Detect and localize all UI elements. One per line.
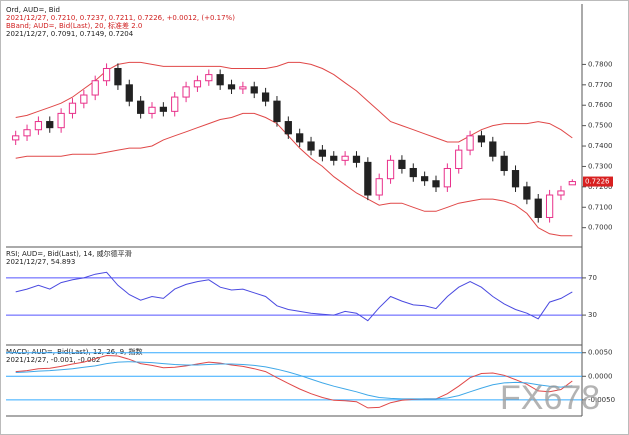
candle-body: [398, 159, 406, 169]
y-tick-label: 0.7600: [588, 101, 613, 109]
candle-body: [330, 155, 338, 161]
candle-body: [375, 178, 383, 196]
annotation: 2021/12/27, 54.893: [6, 258, 75, 266]
candle-body: [284, 121, 292, 135]
candle-body: [296, 133, 304, 143]
candle-body: [421, 176, 429, 182]
candle-body: [386, 159, 395, 180]
candle-body: [341, 155, 349, 161]
candle-body: [523, 186, 531, 200]
candle-body: [193, 80, 202, 88]
candle-body: [466, 135, 474, 151]
candle-body: [443, 167, 451, 188]
candle-body: [307, 141, 315, 151]
candle-body: [182, 86, 190, 98]
y-tick-label: 0.7800: [588, 60, 613, 68]
y-tick-label: -0.0050: [588, 396, 615, 404]
y-tick-label: 0.7100: [588, 203, 613, 211]
candle-body: [91, 80, 99, 96]
candle-body: [432, 180, 440, 188]
y-tick-label: 0.7500: [588, 122, 613, 130]
candle-body: [455, 149, 463, 169]
price-tag-label: 0.7226: [585, 178, 610, 186]
candle-body: [545, 194, 554, 218]
candle-body: [318, 149, 327, 157]
candle-body: [114, 67, 122, 86]
candle-body: [46, 121, 54, 129]
annotation: BBand; AUD=, Bid(Last), 20, 标准差 2.0: [6, 21, 142, 30]
candle-body: [489, 141, 497, 157]
candle-body: [250, 86, 258, 94]
panel-title: Ord, AUD=, Bid: [6, 6, 60, 14]
candle-body: [409, 167, 417, 178]
candle-body: [239, 86, 247, 90]
candle-body: [57, 112, 65, 129]
candle-body: [148, 106, 156, 114]
candle-body: [137, 100, 145, 114]
candle-body: [102, 67, 111, 82]
candle-body: [364, 161, 372, 196]
panel-title: MACD; AUD=, Bid(Last), 12, 26, 9, 指数: [6, 347, 143, 356]
y-tick-label: 0.7300: [588, 162, 613, 170]
candle-body: [216, 74, 224, 86]
price-tag: [583, 176, 613, 187]
candle-body: [125, 84, 133, 102]
candle-body: [68, 102, 77, 114]
candle-body: [23, 129, 31, 137]
candle-body: [227, 84, 236, 90]
annotation: 2021/12/27, 0.7091, 0.7149, 0.7204: [6, 30, 134, 38]
candle-body: [205, 74, 213, 82]
series-line: [15, 361, 573, 400]
candle-body: [171, 96, 179, 112]
y-tick-label: 0.0000: [588, 372, 613, 380]
y-tick-label: 70: [588, 274, 597, 282]
watermark: FX678: [500, 379, 600, 417]
panel-title: RSI; AUD=, Bid(Last), 14, 威尔德平滑: [6, 249, 132, 258]
candle-body: [12, 135, 20, 141]
y-tick-label: 30: [588, 311, 597, 319]
candle-body: [534, 198, 542, 218]
y-tick-label: 0.7700: [588, 81, 613, 89]
candle-body: [80, 94, 88, 104]
candle-body: [511, 170, 520, 188]
series-line: [15, 354, 573, 409]
series-line: [15, 271, 573, 322]
candle-body: [261, 92, 270, 102]
candle-body: [34, 121, 43, 131]
y-tick-label: 0.7400: [588, 142, 613, 150]
candle-body: [557, 190, 565, 196]
candle-body: [352, 155, 361, 163]
annotation: 2021/12/27, 0.7210, 0.7237, 0.7211, 0.72…: [6, 14, 235, 22]
candle-body: [568, 181, 576, 186]
annotation: 2021/12/27, -0.001, -0.002: [6, 356, 100, 364]
candle-body: [500, 155, 508, 172]
series-line: [15, 112, 573, 237]
candle-body: [273, 100, 281, 123]
candle-body: [477, 135, 486, 143]
y-tick-label: 0.7000: [588, 224, 613, 232]
y-tick-label: 0.7200: [588, 183, 613, 191]
candle-body: [159, 106, 167, 112]
y-tick-label: 0.0050: [588, 349, 613, 357]
